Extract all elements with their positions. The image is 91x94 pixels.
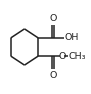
Text: O: O	[59, 52, 66, 61]
Text: OH: OH	[65, 33, 79, 42]
Text: O: O	[49, 71, 57, 80]
Text: CH₃: CH₃	[69, 52, 86, 61]
Text: O: O	[49, 14, 57, 23]
